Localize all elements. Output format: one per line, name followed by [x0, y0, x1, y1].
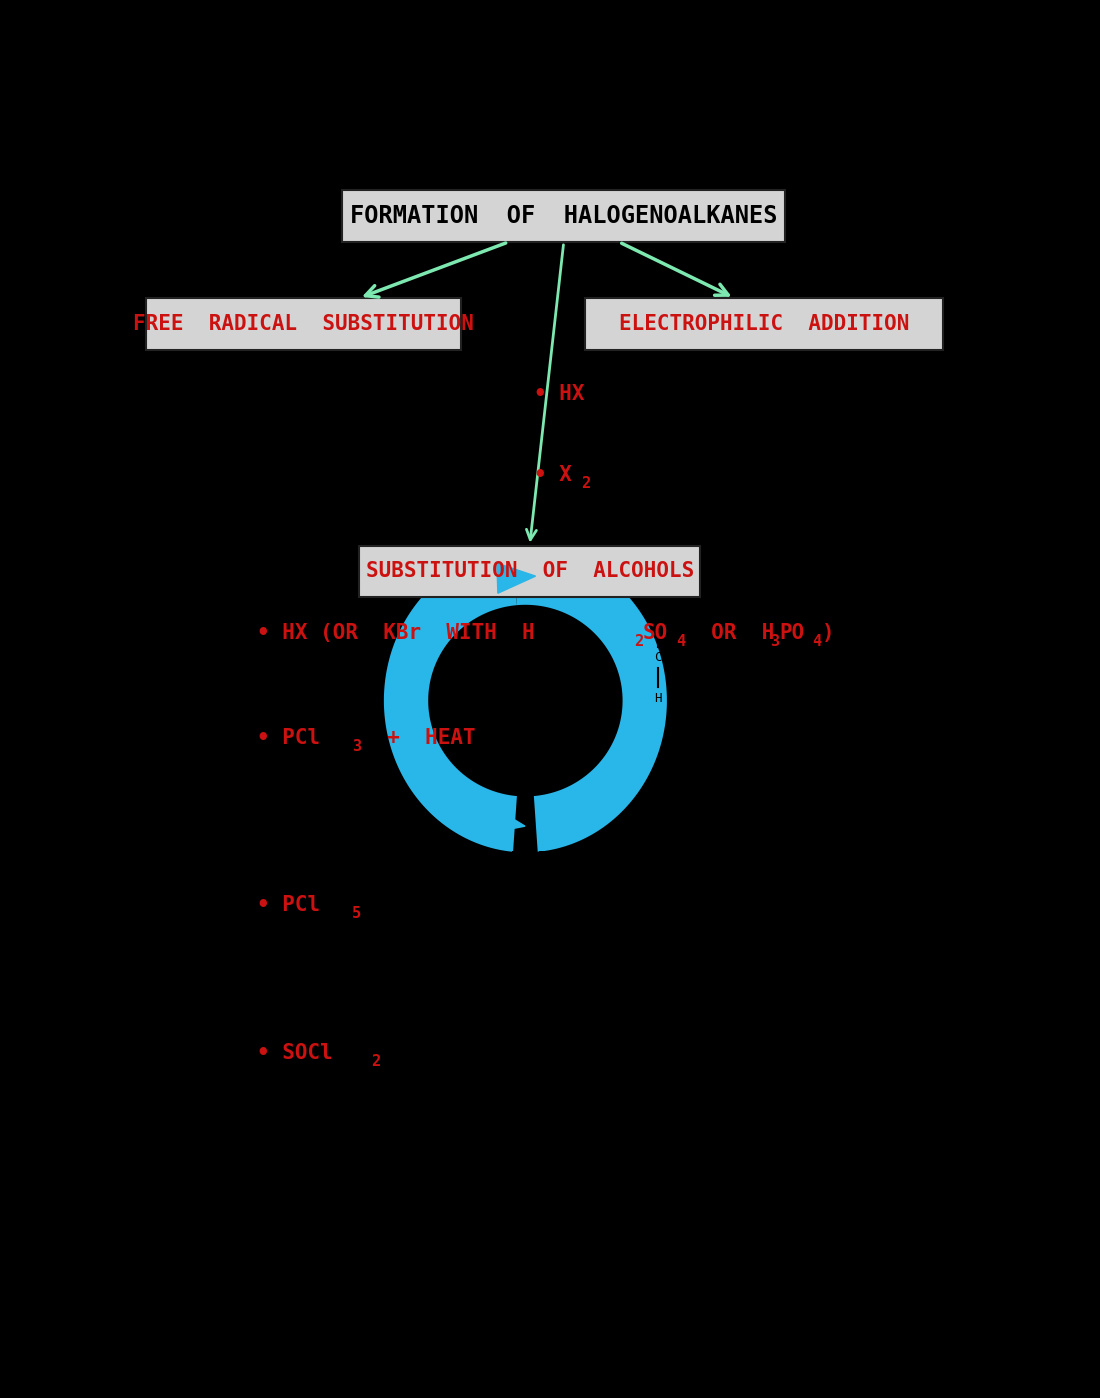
Polygon shape: [497, 563, 536, 593]
Polygon shape: [485, 804, 525, 835]
Text: 4: 4: [676, 633, 685, 649]
Text: • HX: • HX: [534, 384, 584, 404]
FancyBboxPatch shape: [359, 545, 700, 597]
Text: H: H: [653, 692, 661, 705]
Text: HEAT: HEAT: [512, 851, 548, 867]
Text: • HX (OR  KBr  WITH  H: • HX (OR KBr WITH H: [257, 622, 535, 643]
Text: FORMATION  OF  HALOGENOALKANES: FORMATION OF HALOGENOALKANES: [350, 204, 778, 228]
Text: ): ): [822, 622, 835, 643]
Text: OH: OH: [366, 677, 385, 692]
Text: • X: • X: [534, 464, 572, 485]
Text: • PCl: • PCl: [257, 895, 320, 916]
Text: 3: 3: [352, 740, 362, 755]
Text: 5: 5: [352, 906, 362, 921]
Text: 4: 4: [813, 633, 822, 649]
FancyBboxPatch shape: [585, 298, 943, 350]
Text: 2: 2: [581, 475, 590, 491]
Text: FREE  RADICAL  SUBSTITUTION: FREE RADICAL SUBSTITUTION: [133, 313, 474, 334]
Text: • SOCl: • SOCl: [257, 1043, 332, 1062]
Text: +  HEAT: + HEAT: [362, 728, 475, 748]
Polygon shape: [384, 549, 517, 851]
Text: 2: 2: [371, 1054, 381, 1068]
Text: PO: PO: [780, 622, 805, 643]
Text: 3: 3: [770, 633, 779, 649]
Text: • PCl: • PCl: [257, 728, 320, 748]
Polygon shape: [513, 549, 667, 851]
Text: OR  H: OR H: [685, 622, 774, 643]
Text: ELECTROPHILIC  ADDITION: ELECTROPHILIC ADDITION: [619, 313, 910, 334]
FancyBboxPatch shape: [146, 298, 462, 350]
Text: SUBSTITUTION  OF  ALCOHOLS: SUBSTITUTION OF ALCOHOLS: [365, 562, 694, 582]
Text: H: H: [653, 611, 661, 625]
Text: 2: 2: [634, 633, 642, 649]
Text: C: C: [653, 651, 661, 664]
Text: SO: SO: [644, 622, 669, 643]
FancyBboxPatch shape: [342, 190, 785, 242]
